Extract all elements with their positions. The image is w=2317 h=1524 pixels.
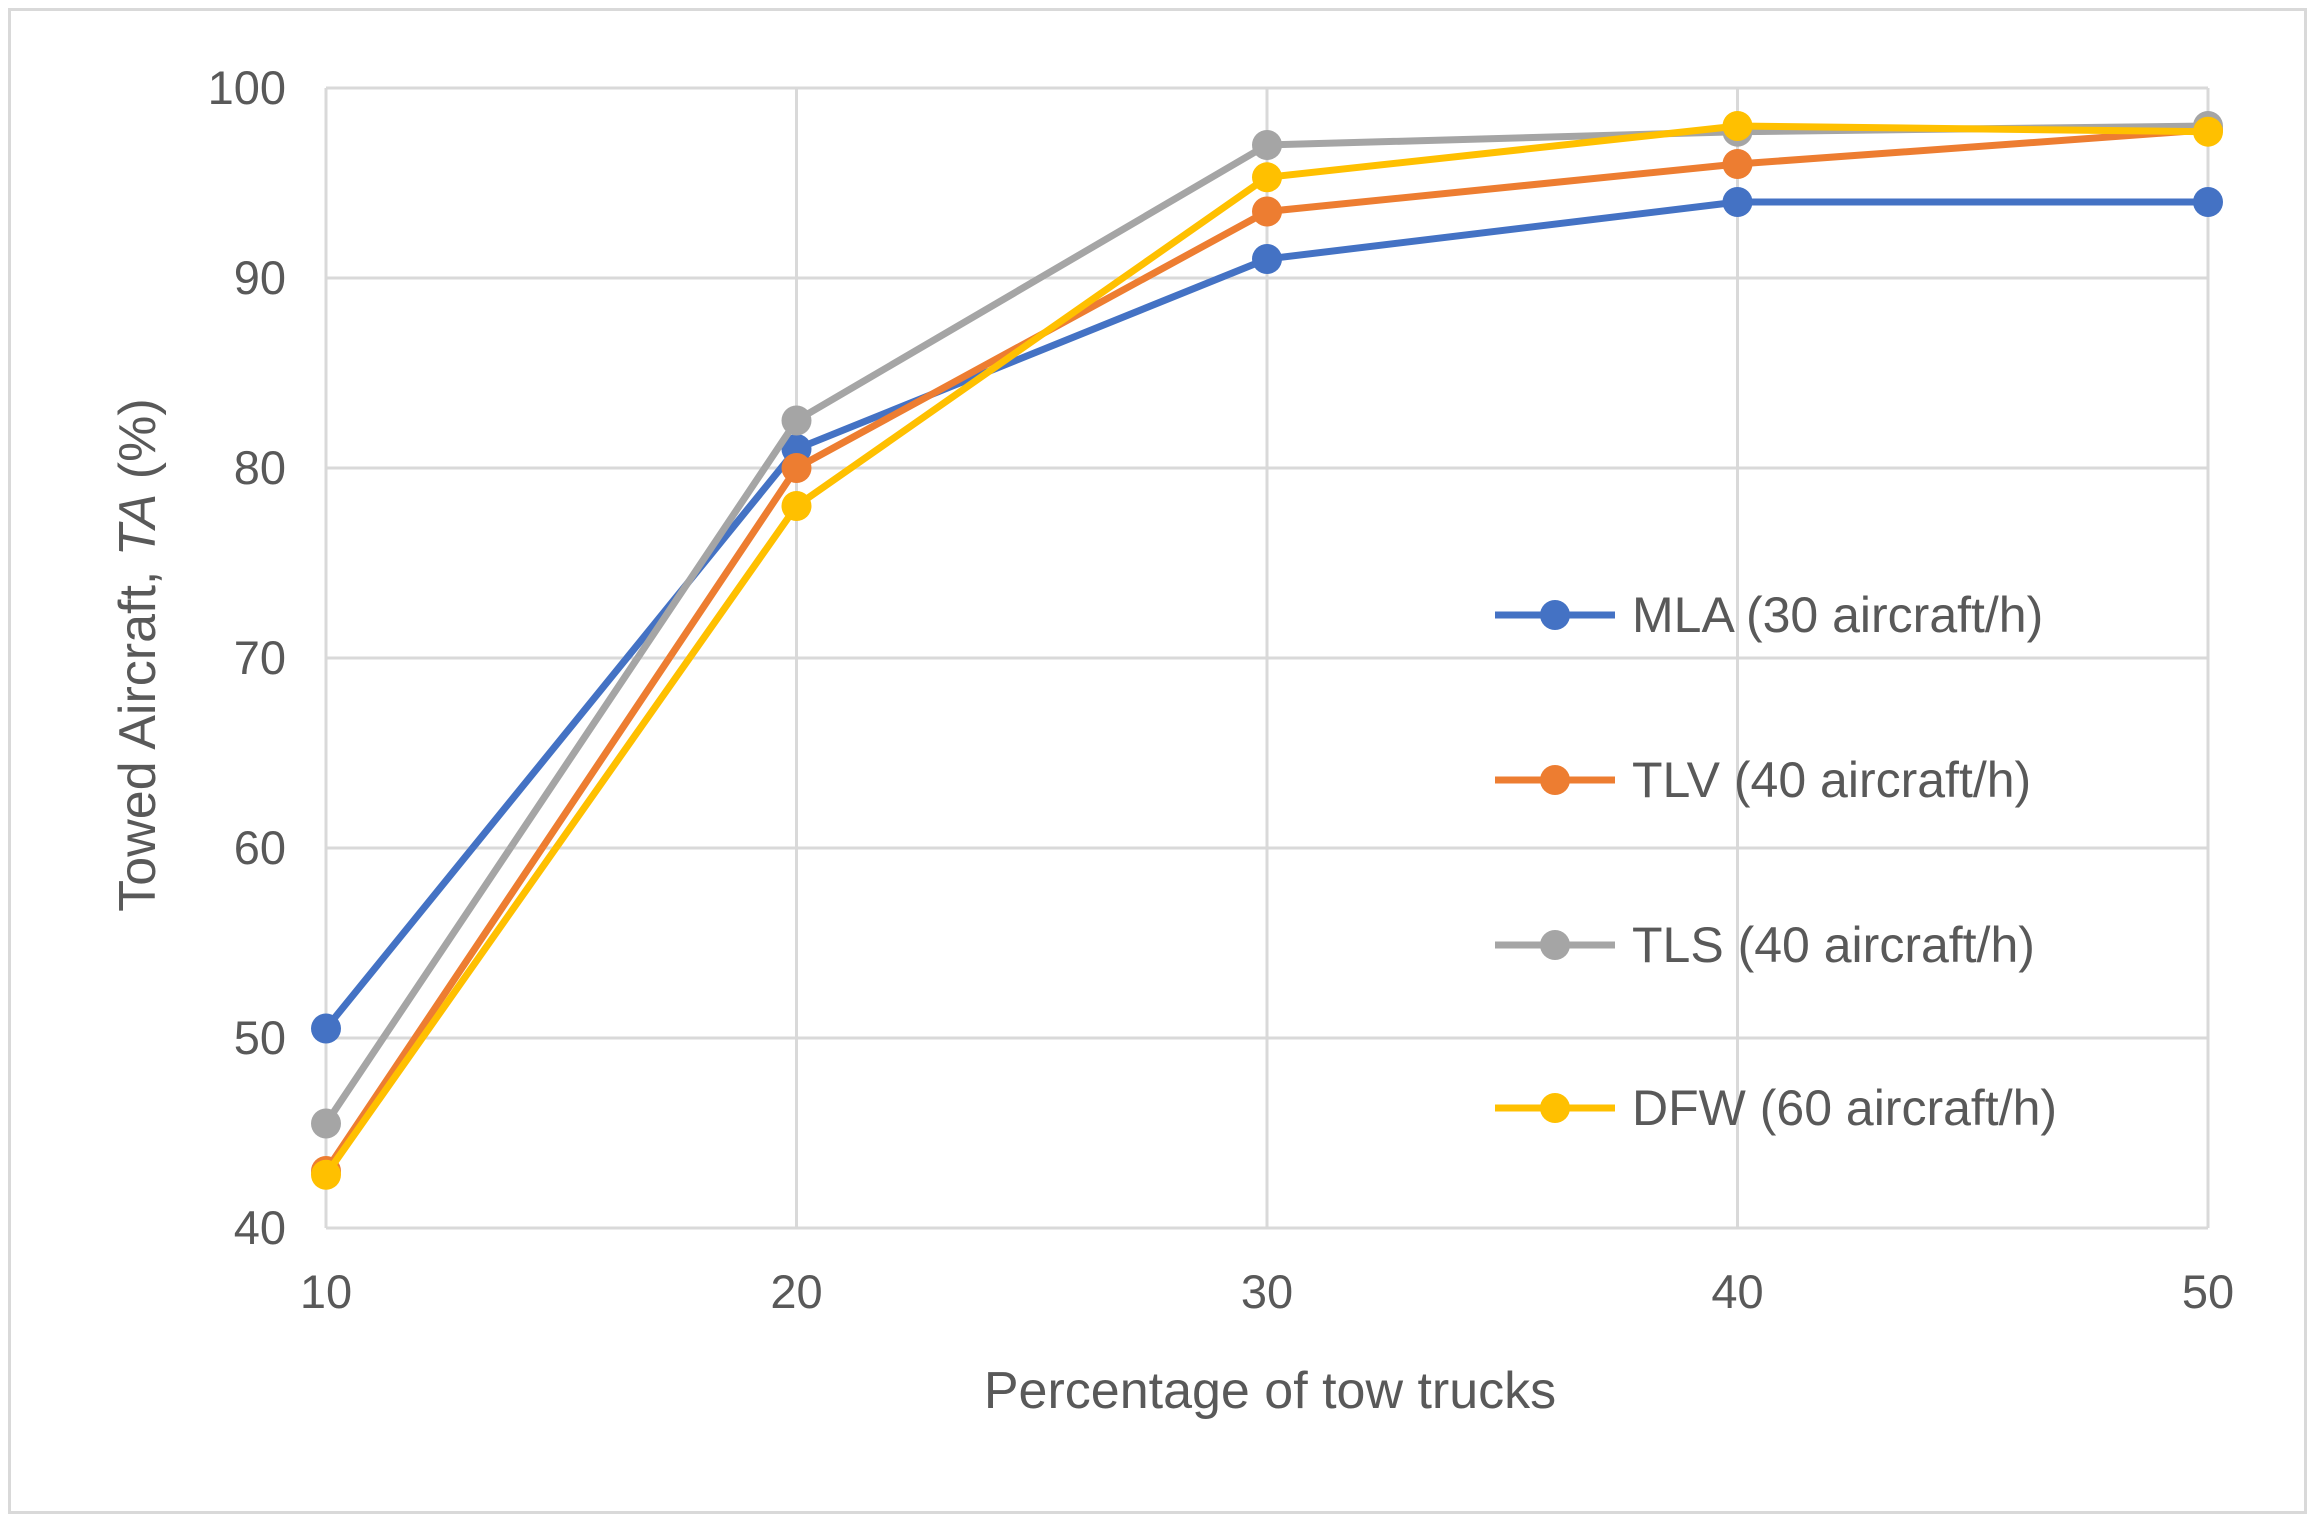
legend-item: DFW (60 aircraft/h) — [1495, 1080, 2057, 1136]
data-point — [1722, 187, 1753, 217]
y-tick-label: 100 — [208, 61, 286, 114]
grid — [324, 86, 2210, 1230]
legend-item: TLS (40 aircraft/h) — [1495, 917, 2035, 973]
data-point — [2193, 116, 2223, 147]
data-point — [1252, 162, 1282, 193]
y-tick-label: 40 — [234, 1201, 286, 1254]
x-axis-title: Percentage of tow trucks — [984, 1362, 1556, 1420]
y-axis-title: Towed Aircraft, TA (%) — [109, 398, 167, 911]
legend-label: TLS (40 aircraft/h) — [1632, 917, 2035, 973]
y-axis-title-suffix: (%) — [109, 398, 167, 493]
data-point — [1722, 149, 1753, 179]
data-point — [1252, 196, 1282, 227]
data-point — [781, 491, 812, 521]
legend: MLA (30 aircraft/h) TLV (40 aircraft/h) TL… — [1495, 587, 2057, 1136]
y-tick-label: 70 — [234, 631, 286, 684]
y-axis-title-italic: TA — [109, 494, 167, 557]
legend-label: TLV (40 aircraft/h) — [1632, 752, 2031, 808]
legend-swatch-marker — [1540, 600, 1570, 630]
legend-swatch-marker — [1540, 1093, 1570, 1123]
x-tick-label: 40 — [1711, 1265, 1763, 1318]
data-point — [311, 1108, 341, 1139]
legend-label: MLA (30 aircraft/h) — [1632, 587, 2043, 643]
data-point — [781, 453, 812, 483]
series-lines — [311, 111, 2223, 1190]
tick-labels: 40 50 60 70 80 90 100 10 20 30 40 50 — [208, 61, 2235, 1318]
data-point — [311, 1159, 341, 1190]
data-point — [311, 1013, 341, 1044]
legend-item: TLV (40 aircraft/h) — [1495, 752, 2031, 808]
legend-swatch-marker — [1540, 765, 1570, 795]
chart-frame — [8, 8, 2307, 1514]
data-point — [1252, 244, 1282, 274]
data-point — [781, 405, 812, 436]
data-point — [2193, 187, 2223, 217]
series-dfw — [311, 111, 2223, 1190]
legend-item: MLA (30 aircraft/h) — [1495, 587, 2043, 643]
x-tick-label: 30 — [1241, 1265, 1293, 1318]
x-tick-label: 10 — [300, 1265, 352, 1318]
x-tick-label: 50 — [2182, 1265, 2234, 1318]
data-point — [1252, 130, 1282, 160]
y-tick-label: 80 — [234, 441, 286, 494]
legend-label: DFW (60 aircraft/h) — [1632, 1080, 2057, 1136]
y-axis-title-prefix: Towed Aircraft, — [109, 556, 167, 911]
y-tick-label: 90 — [234, 251, 286, 304]
data-point — [1722, 111, 1753, 141]
x-tick-label: 20 — [770, 1265, 822, 1318]
y-tick-label: 50 — [234, 1011, 286, 1064]
y-tick-label: 60 — [234, 821, 286, 874]
legend-swatch-marker — [1540, 930, 1570, 960]
